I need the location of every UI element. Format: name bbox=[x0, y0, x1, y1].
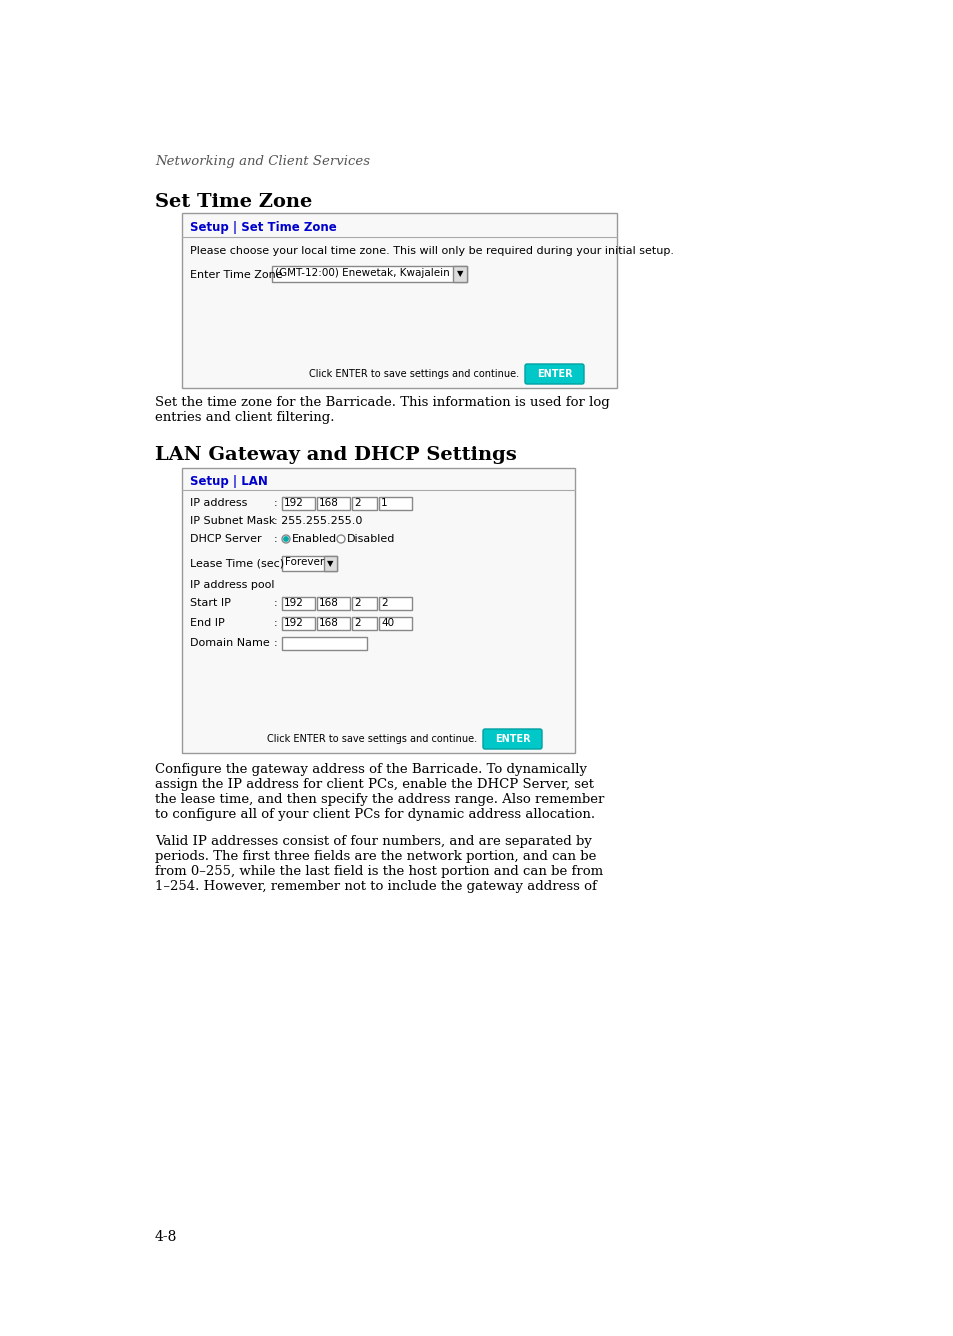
Bar bbox=[272, 266, 467, 282]
Bar bbox=[316, 597, 350, 611]
Bar bbox=[378, 497, 412, 510]
Bar bbox=[316, 617, 350, 631]
Text: :: : bbox=[274, 498, 277, 508]
Bar bbox=[282, 617, 314, 631]
Text: Setup | LAN: Setup | LAN bbox=[190, 476, 268, 488]
Text: 192: 192 bbox=[284, 498, 304, 508]
Text: Lease Time (sec): Lease Time (sec) bbox=[190, 558, 284, 568]
Text: : 255.255.255.0: : 255.255.255.0 bbox=[274, 516, 362, 526]
Text: :: : bbox=[274, 639, 277, 648]
Text: Forever: Forever bbox=[285, 557, 324, 566]
Bar bbox=[378, 597, 412, 611]
Bar bbox=[282, 497, 314, 510]
Text: :: : bbox=[274, 599, 277, 608]
Circle shape bbox=[336, 534, 345, 542]
Text: 192: 192 bbox=[284, 599, 304, 608]
Bar bbox=[352, 497, 376, 510]
Bar bbox=[282, 637, 367, 651]
Text: :: : bbox=[274, 619, 277, 628]
Text: Please choose your local time zone. This will only be required during your initi: Please choose your local time zone. This… bbox=[190, 246, 673, 257]
Text: Domain Name: Domain Name bbox=[190, 639, 270, 648]
Bar bbox=[182, 212, 617, 387]
Text: Click ENTER to save settings and continue.: Click ENTER to save settings and continu… bbox=[267, 733, 476, 744]
Bar bbox=[316, 497, 350, 510]
Text: ENTER: ENTER bbox=[537, 369, 572, 379]
Text: Click ENTER to save settings and continue.: Click ENTER to save settings and continu… bbox=[309, 369, 518, 379]
Text: Configure the gateway address of the Barricade. To dynamically
assign the IP add: Configure the gateway address of the Bar… bbox=[154, 763, 604, 822]
Circle shape bbox=[283, 537, 288, 541]
Text: 2: 2 bbox=[354, 498, 360, 508]
Text: Setup | Set Time Zone: Setup | Set Time Zone bbox=[190, 220, 336, 234]
Bar bbox=[352, 597, 376, 611]
Text: 40: 40 bbox=[380, 619, 394, 628]
Text: (GMT-12:00) Enewetak, Kwajalein: (GMT-12:00) Enewetak, Kwajalein bbox=[274, 269, 449, 278]
Circle shape bbox=[282, 534, 290, 542]
Text: 168: 168 bbox=[318, 498, 338, 508]
Text: Enter Time Zone: Enter Time Zone bbox=[190, 270, 282, 281]
Text: ▼: ▼ bbox=[327, 558, 334, 568]
Text: LAN Gateway and DHCP Settings: LAN Gateway and DHCP Settings bbox=[154, 446, 517, 464]
Text: IP address pool: IP address pool bbox=[190, 580, 274, 591]
Text: DHCP Server: DHCP Server bbox=[190, 534, 261, 544]
Text: Set Time Zone: Set Time Zone bbox=[154, 192, 312, 211]
Text: 2: 2 bbox=[354, 619, 360, 628]
Text: End IP: End IP bbox=[190, 619, 225, 628]
Text: 192: 192 bbox=[284, 619, 304, 628]
FancyBboxPatch shape bbox=[524, 363, 583, 383]
Bar bbox=[282, 597, 314, 611]
Text: IP address: IP address bbox=[190, 498, 247, 508]
Bar bbox=[453, 266, 467, 282]
Bar bbox=[378, 617, 412, 631]
Text: ▼: ▼ bbox=[456, 270, 463, 278]
Text: 4-8: 4-8 bbox=[154, 1230, 177, 1244]
Text: Enabled: Enabled bbox=[292, 534, 336, 544]
Text: 168: 168 bbox=[318, 599, 338, 608]
Text: 2: 2 bbox=[354, 599, 360, 608]
Bar bbox=[182, 468, 575, 754]
Text: Networking and Client Services: Networking and Client Services bbox=[154, 155, 370, 168]
FancyBboxPatch shape bbox=[482, 729, 541, 749]
Text: 1: 1 bbox=[380, 498, 387, 508]
Text: IP Subnet Mask: IP Subnet Mask bbox=[190, 516, 275, 526]
Text: Valid IP addresses consist of four numbers, and are separated by
periods. The fi: Valid IP addresses consist of four numbe… bbox=[154, 835, 602, 892]
Text: Start IP: Start IP bbox=[190, 599, 231, 608]
Bar bbox=[352, 617, 376, 631]
Bar bbox=[282, 556, 336, 570]
Text: 2: 2 bbox=[380, 599, 387, 608]
Text: 168: 168 bbox=[318, 619, 338, 628]
Bar bbox=[324, 556, 336, 570]
Text: :: : bbox=[274, 534, 277, 544]
Text: Disabled: Disabled bbox=[347, 534, 395, 544]
Text: Set the time zone for the Barricade. This information is used for log
entries an: Set the time zone for the Barricade. Thi… bbox=[154, 395, 609, 424]
Text: ENTER: ENTER bbox=[495, 733, 530, 744]
